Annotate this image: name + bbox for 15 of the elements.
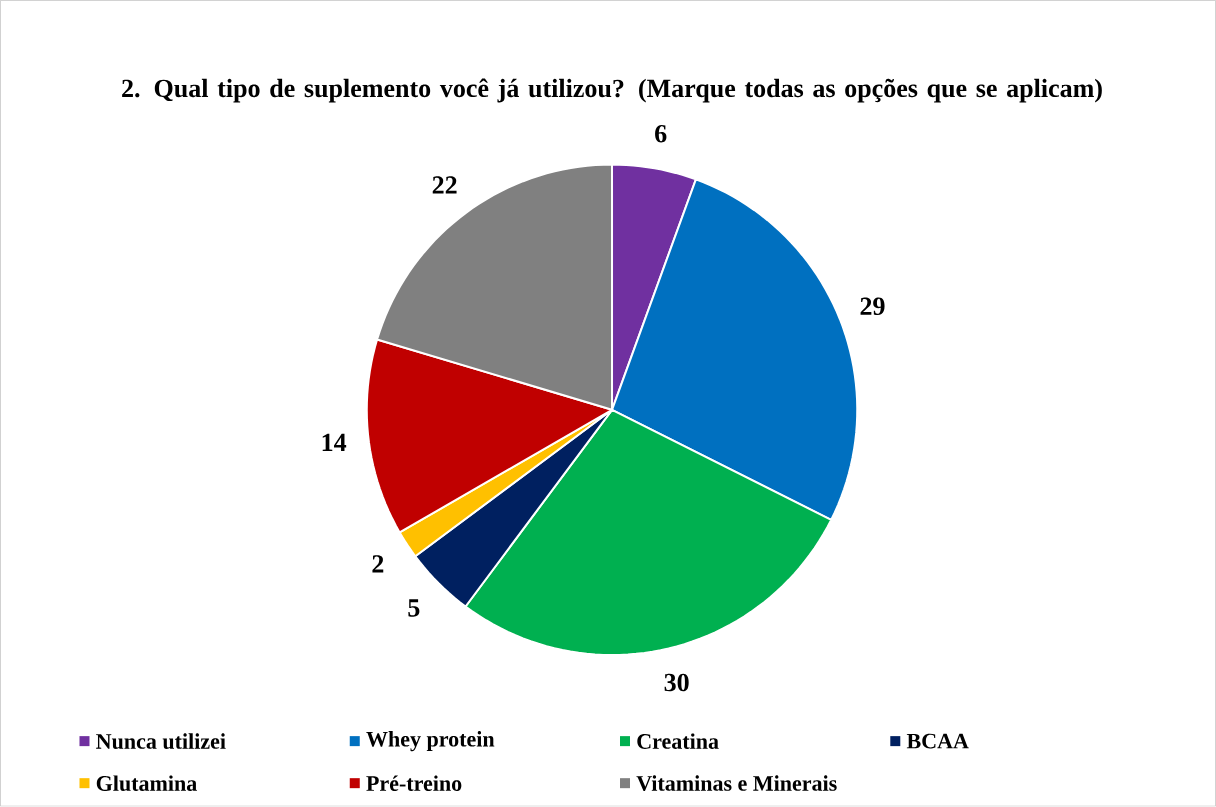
data-label: 22: [432, 176, 457, 194]
data-label: 5: [408, 599, 420, 617]
chart-title: 2. Qual tipo de suplemento você já utilizou? (Marque todas as opções que se aplicam): [122, 78, 1102, 103]
data-label: 6: [655, 125, 667, 143]
data-label: 30: [664, 673, 689, 692]
data-label: 29: [860, 297, 885, 316]
data-label: 2: [372, 555, 384, 573]
data-label: 14: [322, 433, 347, 452]
legend-label: Vitaminas e Minerais: [636, 775, 837, 792]
legend-label: Whey protein: [366, 731, 495, 752]
legend-label: Creatina: [637, 733, 719, 750]
legend-label: Nunca utilizei: [96, 733, 226, 750]
legend-label: BCAA: [906, 733, 969, 749]
legend-label: Pré-treino: [366, 775, 462, 792]
legend-label: Glutamina: [96, 775, 197, 792]
